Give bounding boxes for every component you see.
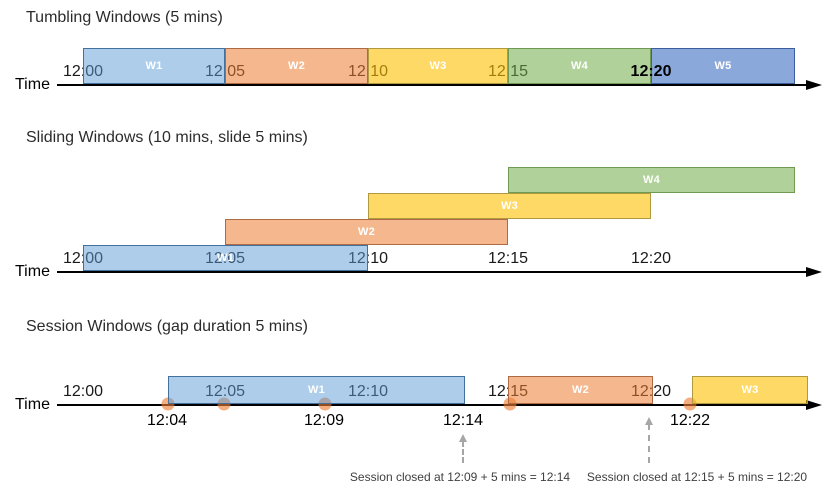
session-window-w3: W3	[692, 376, 808, 404]
sliding-tick-12-15: 12:15	[487, 250, 529, 267]
sliding-window-label-w2: W2	[357, 226, 376, 238]
tumbling-tick-12-20: 12:20	[630, 63, 672, 80]
sliding-time-axis-label: Time	[15, 263, 50, 280]
sliding-tick-12-20: 12:20	[630, 250, 672, 267]
session-close-arrow-line	[462, 441, 464, 463]
session-close-annotation-1: Session closed at 12:09 + 5 mins = 12:14	[349, 470, 571, 484]
session-close-arrow-icon	[458, 434, 467, 442]
sliding-axis-line	[57, 271, 806, 273]
session-window-label-w3: W3	[741, 384, 759, 396]
tumbling-window-label-w5: W5	[714, 60, 732, 72]
session-event-time-12-22: 12:22	[669, 412, 711, 429]
tumbling-window-w3: W3	[368, 48, 508, 84]
session-tick-12-00: 12:00	[62, 383, 104, 400]
tumbling-window-label-w4: W4	[570, 60, 589, 72]
session-time-axis-label: Time	[15, 396, 50, 413]
sliding-window-w1: W1	[83, 245, 368, 271]
tumbling-window-w2: W2	[225, 48, 368, 84]
tumbling-axis-arrowhead-icon	[806, 79, 822, 90]
tumbling-time-axis-label: Time	[15, 76, 50, 93]
tumbling-window-label-w2: W2	[287, 60, 306, 72]
session-close-arrow-line	[648, 424, 650, 463]
session-event-time-12-14: 12:14	[442, 412, 484, 429]
session-close-annotation-2: Session closed at 12:15 + 5 mins = 12:20	[586, 470, 808, 484]
sliding-window-w2: W2	[225, 219, 508, 245]
session-close-arrow-icon	[644, 417, 653, 425]
tumbling-window-w4: W4	[508, 48, 651, 84]
session-window-label-w2: W2	[571, 384, 590, 396]
session-axis-arrowhead-icon	[806, 399, 822, 410]
sliding-window-label-w3: W3	[500, 200, 519, 212]
session-window-label-w1: W1	[307, 384, 326, 396]
session-window-w2: W2	[508, 376, 653, 404]
tumbling-axis-line	[57, 84, 806, 86]
sliding-title: Sliding Windows (10 mins, slide 5 mins)	[26, 129, 308, 146]
sliding-window-label-w1: W1	[216, 252, 235, 264]
session-axis-line	[57, 404, 806, 406]
tumbling-window-label-w1: W1	[145, 60, 163, 72]
sliding-window-label-w4: W4	[642, 174, 661, 186]
tumbling-window-w5: W5	[651, 48, 795, 84]
sliding-window-w3: W3	[368, 193, 651, 219]
session-event-time-12-04: 12:04	[146, 412, 188, 429]
session-event-time-12-09: 12:09	[303, 412, 345, 429]
tumbling-window-label-w3: W3	[429, 60, 447, 72]
sliding-window-w4: W4	[508, 167, 795, 193]
tumbling-window-w1: W1	[83, 48, 225, 84]
session-title: Session Windows (gap duration 5 mins)	[26, 318, 308, 335]
sliding-axis-arrowhead-icon	[806, 266, 822, 277]
session-window-w1: W1	[168, 376, 465, 404]
tumbling-title: Tumbling Windows (5 mins)	[26, 9, 223, 26]
